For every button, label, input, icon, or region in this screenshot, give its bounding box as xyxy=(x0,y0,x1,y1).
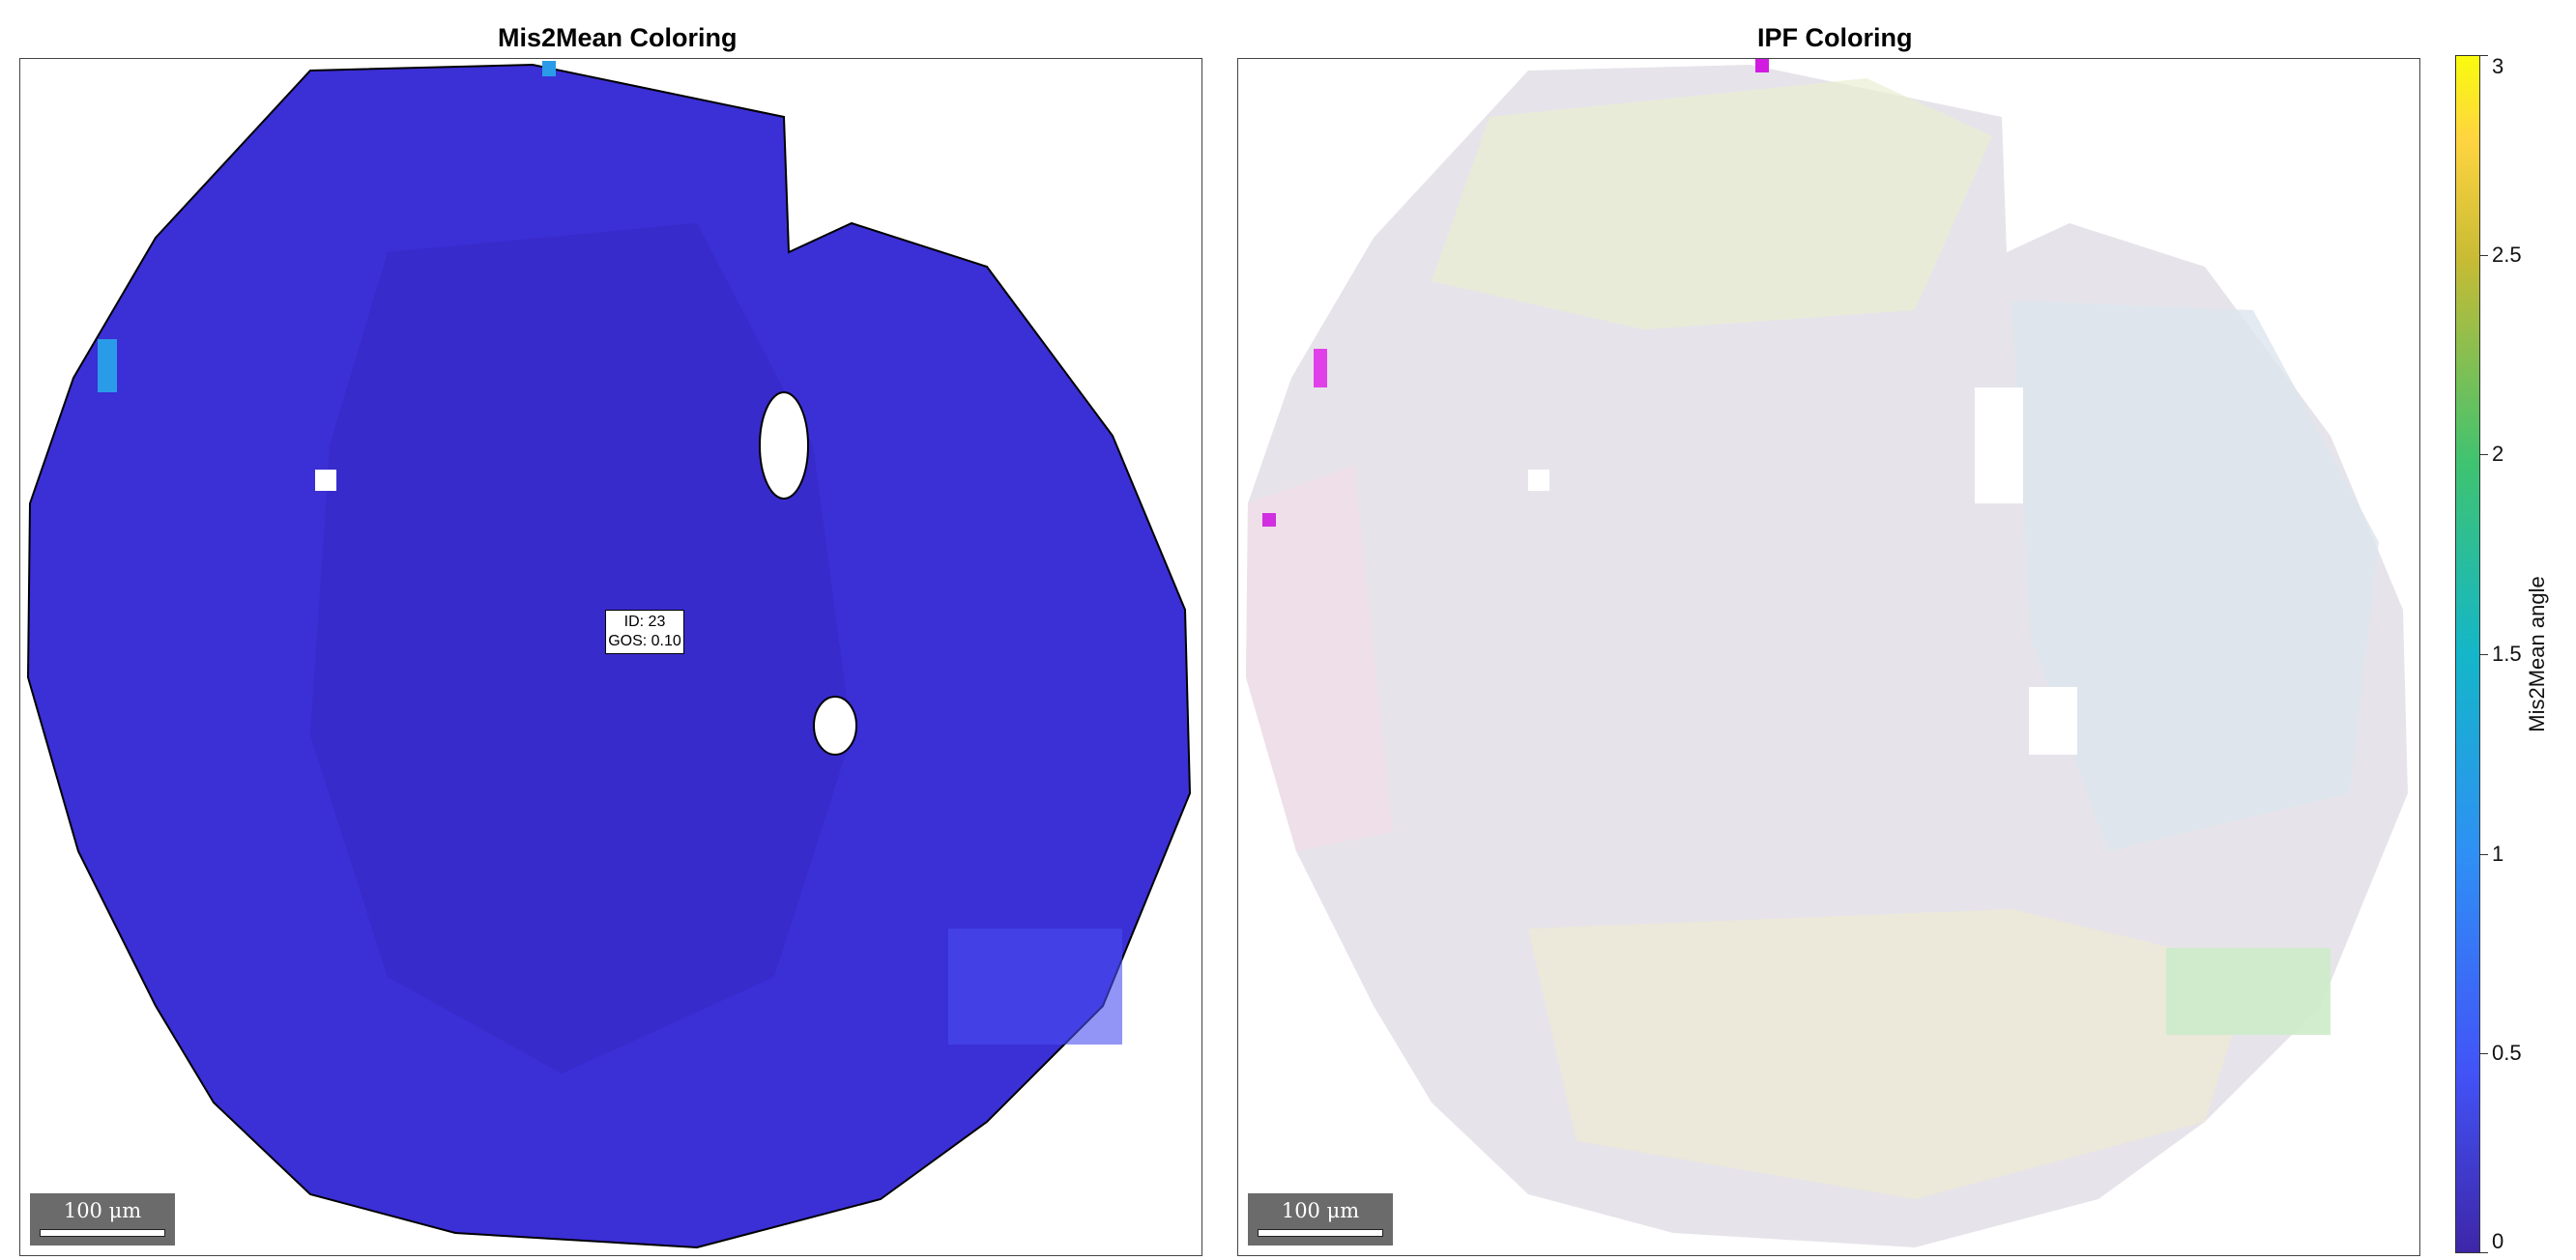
colorbar-tick-label: 1.5 xyxy=(2492,642,2522,666)
grain-info-label: ID: 23 GOS: 0.10 xyxy=(605,610,684,654)
grain-region-highlight xyxy=(1755,59,1769,72)
scale-bar: 100 μm xyxy=(1248,1193,1393,1246)
grain-region-highlight xyxy=(98,339,117,392)
grain-hole xyxy=(1975,387,2023,503)
mis2mean-map xyxy=(26,61,1192,1249)
colorbar-tick xyxy=(2480,454,2488,456)
ipf-map-panel: 100 μm xyxy=(1237,58,2420,1256)
grain-region-highlight xyxy=(1314,349,1327,387)
grain-region-shade xyxy=(310,223,852,1074)
scale-bar: 100 μm xyxy=(30,1193,175,1246)
colorbar-tick-label: 2 xyxy=(2492,442,2504,467)
grain-hole xyxy=(813,696,857,756)
grain-hole xyxy=(759,391,809,500)
scale-bar-line xyxy=(40,1229,165,1237)
grain-region-highlight xyxy=(1262,513,1276,527)
colorbar-tick xyxy=(2480,654,2488,655)
scale-bar-line xyxy=(1258,1229,1383,1237)
colorbar-tick xyxy=(2480,55,2488,56)
colorbar-tick xyxy=(2480,254,2488,256)
grain-region-tint xyxy=(1246,465,1393,851)
colorbar-tick-label: 2.5 xyxy=(2492,242,2522,267)
left-panel-title: Mis2Mean Coloring xyxy=(498,23,738,52)
grain-id: ID: 23 xyxy=(623,614,666,630)
colorbar-tick-label: 0.5 xyxy=(2492,1041,2522,1066)
grain-region xyxy=(26,63,1192,1249)
grain-region-tint xyxy=(2166,948,2330,1035)
ipf-map xyxy=(1246,59,2408,1247)
grain-region-tint xyxy=(1528,909,2253,1199)
grain-region-highlight xyxy=(542,61,556,76)
grain-region-highlight xyxy=(948,929,1122,1045)
colorbar-tick xyxy=(2480,1053,2488,1055)
right-panel-title: IPF Coloring xyxy=(1757,23,1913,52)
grain-region-tint xyxy=(2012,301,2379,851)
scale-bar-label: 100 μm xyxy=(1281,1199,1360,1222)
grain-hole xyxy=(315,470,336,491)
colorbar-tick xyxy=(2480,853,2488,855)
grain-region-tint xyxy=(1432,78,1992,329)
colorbar-tick-label: 0 xyxy=(2492,1229,2504,1253)
colorbar-tick-label: 1 xyxy=(2492,841,2504,866)
grain-hole xyxy=(1528,470,1549,491)
grain-gos: GOS: 0.10 xyxy=(608,633,681,649)
colorbar-tick xyxy=(2480,1252,2488,1253)
mis2mean-map-panel: ID: 23 GOS: 0.10 100 μm xyxy=(19,58,1202,1256)
colorbar xyxy=(2455,55,2480,1253)
colorbar-tick-label: 3 xyxy=(2492,54,2504,78)
scale-bar-label: 100 μm xyxy=(63,1199,142,1222)
colorbar-label: Mis2Mean angle xyxy=(2525,576,2549,732)
grain-hole xyxy=(2029,687,2077,755)
